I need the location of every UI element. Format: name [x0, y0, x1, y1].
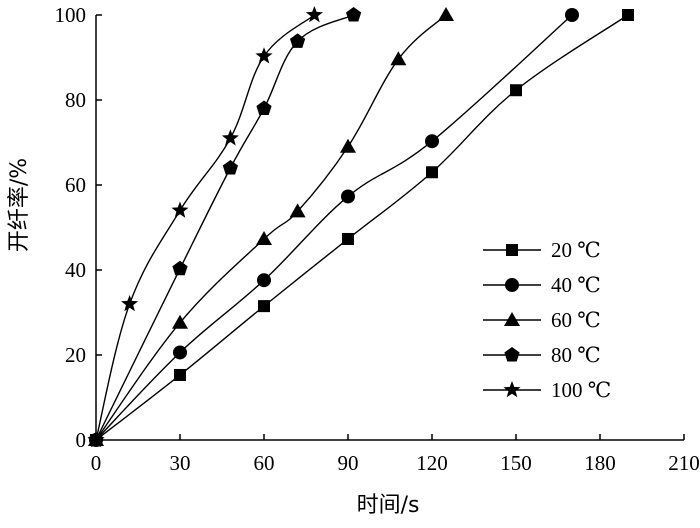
legend-item: 80 ℃: [483, 343, 601, 367]
x-tick-label: 120: [416, 451, 448, 475]
data-point: [289, 203, 306, 218]
data-point: [256, 100, 272, 115]
series-triangle: [88, 7, 454, 446]
x-tick-label: 30: [170, 451, 191, 475]
x-tick-label: 150: [500, 451, 532, 475]
data-point: [426, 166, 438, 179]
series-line: [95, 14, 315, 441]
data-point: [565, 8, 579, 22]
legend-label: 60 ℃: [551, 308, 601, 332]
data-point: [438, 7, 454, 21]
legend-marker: [503, 381, 521, 398]
data-point: [510, 84, 522, 97]
data-point: [342, 232, 354, 245]
plot-area: [87, 6, 634, 448]
y-tick-label: 100: [55, 3, 87, 27]
data-point: [257, 273, 271, 288]
y-tick-label: 60: [65, 173, 86, 197]
x-tick-label: 180: [584, 451, 616, 475]
legend-item: 20 ℃: [483, 238, 601, 262]
legend-label: 20 ℃: [551, 238, 601, 262]
legend: 20 ℃ 40 ℃ 60 ℃ 80 ℃ 100 ℃: [483, 238, 611, 402]
data-point: [255, 47, 273, 64]
y-tick-label: 20: [65, 343, 86, 367]
data-point: [256, 230, 272, 245]
legend-marker: [506, 244, 518, 256]
legend-label: 40 ℃: [551, 273, 601, 297]
legend-item: 40 ℃: [483, 273, 601, 297]
legend-label: 80 ℃: [551, 343, 601, 367]
legend-marker: [505, 278, 519, 292]
data-point: [171, 201, 189, 218]
data-point: [87, 431, 105, 448]
x-tick-label: 90: [338, 451, 359, 475]
x-tick-label: 60: [254, 451, 275, 475]
data-point: [390, 51, 407, 66]
legend-marker: [504, 312, 520, 326]
y-tick-label: 40: [65, 258, 86, 282]
x-tick-label: 0: [91, 451, 102, 475]
legend-marker: [504, 347, 520, 362]
y-tick-label: 80: [65, 88, 86, 112]
data-point: [341, 189, 355, 204]
series-pentagon: [88, 7, 362, 447]
legend-item: 100 ℃: [483, 378, 611, 402]
data-point: [425, 134, 439, 149]
data-point: [289, 33, 306, 48]
y-axis-title: 开纤率/%: [7, 158, 32, 252]
series-line: [95, 14, 447, 441]
data-point: [345, 7, 362, 22]
data-point: [305, 6, 323, 23]
y-tick-label: 0: [76, 428, 87, 452]
data-point: [174, 368, 186, 381]
data-point: [221, 129, 239, 146]
data-point: [622, 9, 634, 21]
data-point: [258, 300, 270, 313]
data-point: [340, 138, 356, 153]
data-point: [121, 295, 139, 312]
axes: 0 30 60 90 120 150 180 210 0 20 40 60 80 100: [55, 3, 700, 475]
series-star: [87, 6, 323, 448]
data-point: [172, 314, 188, 329]
series-circle: [89, 8, 579, 447]
series-line: [95, 14, 573, 441]
x-tick-label: 210: [668, 451, 700, 475]
data-point: [172, 260, 188, 276]
data-point: [173, 345, 187, 360]
data-point: [222, 160, 239, 175]
legend-item: 60 ℃: [483, 308, 601, 332]
x-axis-title: 时间/s: [357, 493, 420, 518]
legend-label: 100 ℃: [551, 378, 611, 402]
